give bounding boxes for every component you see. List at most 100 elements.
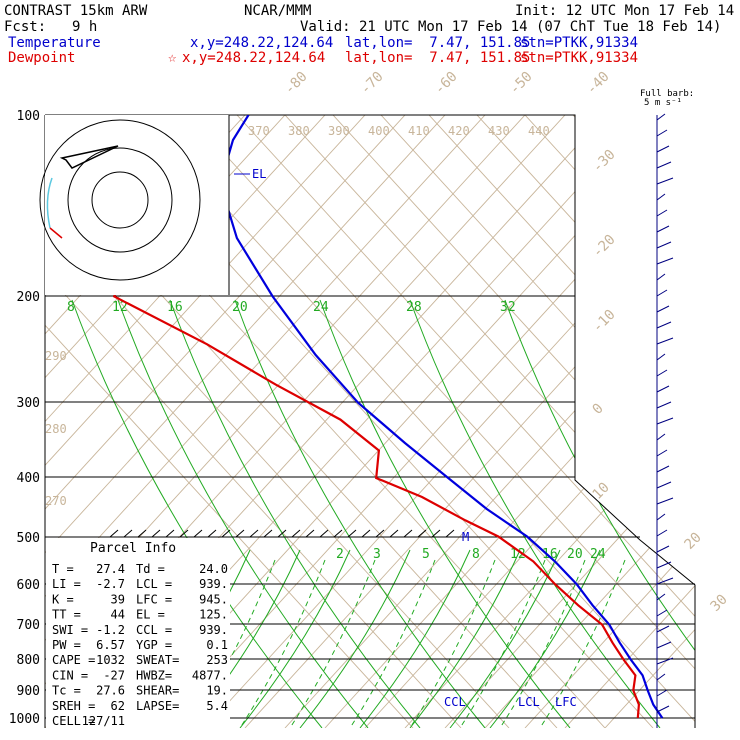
mixing-ratio-dashed-line <box>349 559 436 728</box>
dry-adiabat-line <box>620 115 695 728</box>
parcel-value: 44 <box>111 608 125 622</box>
parcel-value: 125. <box>199 608 228 622</box>
hodograph-trace <box>59 145 119 169</box>
full-barb-label: Full barb: <box>640 89 694 99</box>
theta-e-label: 370 <box>248 124 270 138</box>
wind-barb <box>656 129 668 137</box>
isotherm-label: -50 <box>507 69 536 98</box>
wind-barb <box>656 225 670 233</box>
wind-barb <box>656 145 670 153</box>
hatch-mark <box>305 529 315 538</box>
temperature-legend-label: Temperature <box>8 35 101 51</box>
moist-adiabat-line <box>299 549 411 728</box>
dry-adiabat-line <box>476 115 695 728</box>
mixing-ratio-line <box>409 299 661 728</box>
model-title: CONTRAST 15km ARW <box>4 3 148 19</box>
hatch-mark <box>165 529 175 538</box>
dewpoint-star-icon: ☆ <box>168 50 177 66</box>
dry-adiabat-line <box>45 115 462 728</box>
fcst-value: 9 h <box>72 19 98 35</box>
parcel-key: SWI = <box>52 623 88 637</box>
wind-barb <box>656 625 670 633</box>
hodograph-sfc-trace <box>49 227 63 239</box>
hatch-mark <box>389 529 399 538</box>
mixing-ratio-label: 3 <box>373 547 381 562</box>
theta-e-label: 420 <box>448 124 470 138</box>
wind-barb <box>656 353 666 361</box>
parcel-value: 0.1 <box>206 638 228 652</box>
mixing-ratio-label: 20 <box>232 300 248 315</box>
hatch-mark <box>179 529 189 538</box>
parcel-key: HWBZ= <box>136 668 172 682</box>
parcel-key: K = <box>52 592 74 606</box>
moist-adiabat-line <box>239 549 351 728</box>
parcel-key: LFC = <box>136 592 172 606</box>
parcel-value: 253 <box>206 653 228 667</box>
theta-e-label: 380 <box>288 124 310 138</box>
mixing-ratio-line <box>71 299 323 728</box>
moist-adiabat-line <box>359 549 471 728</box>
mixing-ratio-label: 20 <box>567 547 583 562</box>
wind-barb <box>656 209 668 217</box>
isotherm-label: -80 <box>282 69 311 98</box>
hodograph-box <box>45 115 229 295</box>
isotherm-line <box>164 115 695 728</box>
pressure-label: 200 <box>17 290 40 305</box>
mixing-ratio-dashed-line <box>289 559 376 728</box>
wind-barb <box>656 321 672 329</box>
dry-adiabat-line <box>45 115 414 728</box>
pressure-label: 900 <box>17 684 40 699</box>
pressure-label: 1000 <box>9 712 40 727</box>
wind-barb <box>656 561 672 569</box>
isotherm-line <box>444 115 695 728</box>
mixing-ratio-dashed-line <box>409 559 496 728</box>
mixing-ratio-dashed-line <box>539 559 626 728</box>
dry-adiabat-line <box>236 115 695 728</box>
mixing-ratio-line <box>319 299 571 728</box>
pressure-label: 100 <box>17 109 40 124</box>
parcel-value: 1032 <box>96 653 125 667</box>
temperature-xy: x,y=248.22,124.64 <box>190 35 334 51</box>
wind-barb <box>656 673 666 681</box>
parcel-value: 4877. <box>192 668 228 682</box>
isotherm-line <box>45 115 486 728</box>
temperature-stn: stn=PTKK,91334 <box>520 35 639 51</box>
hatch-mark <box>263 529 273 538</box>
dry-adiabat-line <box>524 115 695 728</box>
parcel-key: CCL = <box>136 623 172 637</box>
moist-adiabat-line <box>409 549 521 728</box>
parcel-key: EL = <box>136 608 165 622</box>
isotherm-label: 30 <box>708 592 731 615</box>
dry-adiabat-line <box>428 115 695 728</box>
theta-e-label: 410 <box>408 124 430 138</box>
parcel-value: 39 <box>111 592 125 606</box>
hatch-mark <box>375 529 385 538</box>
isotherm-label: 0 <box>590 401 607 418</box>
temperature-latlon: lat,lon= 7.47, 151.85 <box>345 35 531 51</box>
parcel-key: SREH = <box>52 699 95 713</box>
valid-time: Valid: 21 UTC Mon 17 Feb 14 (07 ChT Tue … <box>300 19 722 35</box>
wind-barb <box>656 577 674 585</box>
isotherm-label: 20 <box>682 530 705 553</box>
dewpoint-xy: x,y=248.22,124.64 <box>182 50 326 66</box>
hatch-mark <box>207 529 217 538</box>
pressure-label: 300 <box>17 396 40 411</box>
parcel-key: LCL = <box>136 577 172 591</box>
mixing-ratio-label: 2 <box>336 547 344 562</box>
isotherm-label: -10 <box>590 307 619 336</box>
hatch-mark <box>319 529 329 538</box>
hatch-mark <box>333 529 343 538</box>
mixing-ratio-line <box>504 299 695 728</box>
init-time: Init: 12 UTC Mon 17 Feb 14 <box>515 3 735 19</box>
parcel-value: -2.7 <box>96 577 125 591</box>
mixing-ratio-label: 8 <box>67 300 75 315</box>
theta-e-label: 440 <box>528 124 550 138</box>
isotherm-line <box>404 115 695 728</box>
pressure-label: 700 <box>17 618 40 633</box>
pressure-label: 400 <box>17 471 40 486</box>
dry-adiabat-line <box>140 115 695 728</box>
hatch-mark <box>291 529 301 538</box>
mixing-ratio-label: 5 <box>422 547 430 562</box>
hatch-mark <box>137 529 147 538</box>
hodograph-ring <box>39 119 201 281</box>
